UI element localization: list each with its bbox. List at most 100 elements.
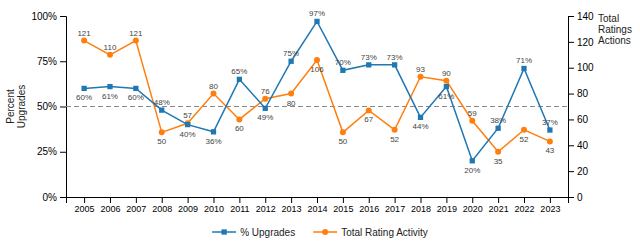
tick: 100% bbox=[31, 11, 66, 22]
series bbox=[81, 38, 553, 155]
data-label: 97% bbox=[309, 9, 325, 18]
point bbox=[133, 86, 138, 91]
tick-mark bbox=[472, 197, 473, 203]
tick-label: 2012 bbox=[256, 204, 276, 214]
tick: 50% bbox=[37, 101, 66, 112]
tick-mark bbox=[568, 68, 574, 69]
data-label: 20% bbox=[464, 166, 480, 175]
tick-label: 40 bbox=[577, 140, 589, 151]
tick: 2005 bbox=[75, 197, 95, 214]
tick: 80 bbox=[568, 88, 589, 99]
point bbox=[263, 106, 268, 111]
tick-mark bbox=[136, 197, 137, 203]
legend: % UpgradesTotal Rating Activity bbox=[212, 227, 428, 238]
tick-mark bbox=[60, 107, 66, 108]
tick-mark bbox=[568, 94, 574, 95]
tick-label: 2006 bbox=[100, 204, 120, 214]
tick-label: 60 bbox=[577, 114, 589, 125]
tick-mark bbox=[265, 197, 266, 203]
tick: 0 bbox=[568, 192, 583, 203]
point bbox=[547, 127, 552, 132]
tick-label: 2017 bbox=[385, 204, 405, 214]
tick: 20 bbox=[568, 166, 589, 177]
tick-label: 75% bbox=[37, 56, 57, 67]
point bbox=[107, 52, 113, 58]
tick: 2018 bbox=[411, 197, 431, 214]
tick-label: 2021 bbox=[489, 204, 509, 214]
tick: 2012 bbox=[256, 197, 276, 214]
tick-label: 2011 bbox=[230, 204, 249, 214]
data-label: 52 bbox=[390, 135, 399, 144]
tick-label: 20 bbox=[577, 166, 589, 177]
data-label: 80 bbox=[209, 82, 218, 91]
data-label: 73% bbox=[361, 53, 377, 62]
tick-label: 2009 bbox=[178, 204, 198, 214]
data-label: 121 bbox=[77, 29, 91, 38]
tick-mark bbox=[568, 42, 574, 43]
tick-mark bbox=[550, 197, 551, 203]
point bbox=[236, 116, 242, 122]
y2-axis-title: TotalRatingsActions bbox=[598, 13, 632, 46]
tick-mark bbox=[110, 197, 111, 203]
tick-mark bbox=[162, 197, 163, 203]
point bbox=[418, 115, 423, 120]
point bbox=[211, 129, 216, 134]
tick: 2006 bbox=[100, 197, 120, 214]
point bbox=[314, 19, 319, 24]
axis-line bbox=[67, 198, 569, 204]
tick-label: 2015 bbox=[333, 204, 353, 214]
point bbox=[159, 129, 165, 135]
legend-label: Total Rating Activity bbox=[341, 227, 428, 238]
tick-label: 2020 bbox=[463, 204, 483, 214]
data-label: 40% bbox=[180, 130, 196, 139]
tick-mark bbox=[60, 61, 66, 62]
point bbox=[81, 86, 86, 91]
legend-item: Total Rating Activity bbox=[313, 227, 428, 238]
tick-mark bbox=[84, 197, 85, 203]
point bbox=[521, 66, 526, 71]
tick: 2010 bbox=[204, 197, 224, 214]
tick-label: 2007 bbox=[126, 204, 146, 214]
tick: 2017 bbox=[385, 197, 405, 214]
tick-label: 2013 bbox=[282, 204, 302, 214]
point bbox=[185, 122, 190, 127]
point bbox=[521, 127, 527, 133]
line bbox=[84, 21, 550, 160]
point bbox=[107, 84, 112, 89]
plot-area bbox=[66, 19, 568, 164]
point bbox=[418, 74, 424, 80]
point bbox=[392, 127, 398, 133]
point bbox=[185, 120, 191, 126]
data-label: 71% bbox=[516, 56, 532, 65]
tick: 100 bbox=[568, 62, 594, 73]
tick: 2023 bbox=[540, 197, 560, 214]
point bbox=[133, 38, 139, 44]
data-label: 61% bbox=[438, 92, 454, 101]
tick: 140 bbox=[568, 11, 594, 22]
tick-mark bbox=[291, 197, 292, 203]
tick-mark bbox=[369, 197, 370, 203]
tick: 2016 bbox=[359, 197, 379, 214]
tick-label: 0% bbox=[43, 192, 58, 203]
data-label: 67 bbox=[364, 115, 373, 124]
tick-mark bbox=[317, 197, 318, 203]
tick-mark bbox=[568, 16, 574, 17]
tick: 2022 bbox=[514, 197, 534, 214]
tick: 2011 bbox=[230, 197, 249, 214]
point bbox=[392, 62, 397, 67]
tick-mark bbox=[188, 197, 189, 203]
tick: 120 bbox=[568, 37, 594, 48]
tick: 40 bbox=[568, 140, 589, 151]
tick-label: 25% bbox=[37, 146, 57, 157]
tick: 2014 bbox=[307, 197, 327, 214]
point bbox=[211, 91, 217, 97]
tick-label: 2008 bbox=[152, 204, 172, 214]
legend-marker bbox=[221, 229, 226, 234]
tick-mark bbox=[568, 171, 574, 172]
tick: 2015 bbox=[333, 197, 353, 214]
point bbox=[81, 38, 87, 44]
data-label: 50 bbox=[157, 137, 166, 146]
tick-mark bbox=[395, 197, 396, 203]
data-label: 37% bbox=[542, 118, 558, 127]
data-label: 80 bbox=[287, 99, 296, 108]
